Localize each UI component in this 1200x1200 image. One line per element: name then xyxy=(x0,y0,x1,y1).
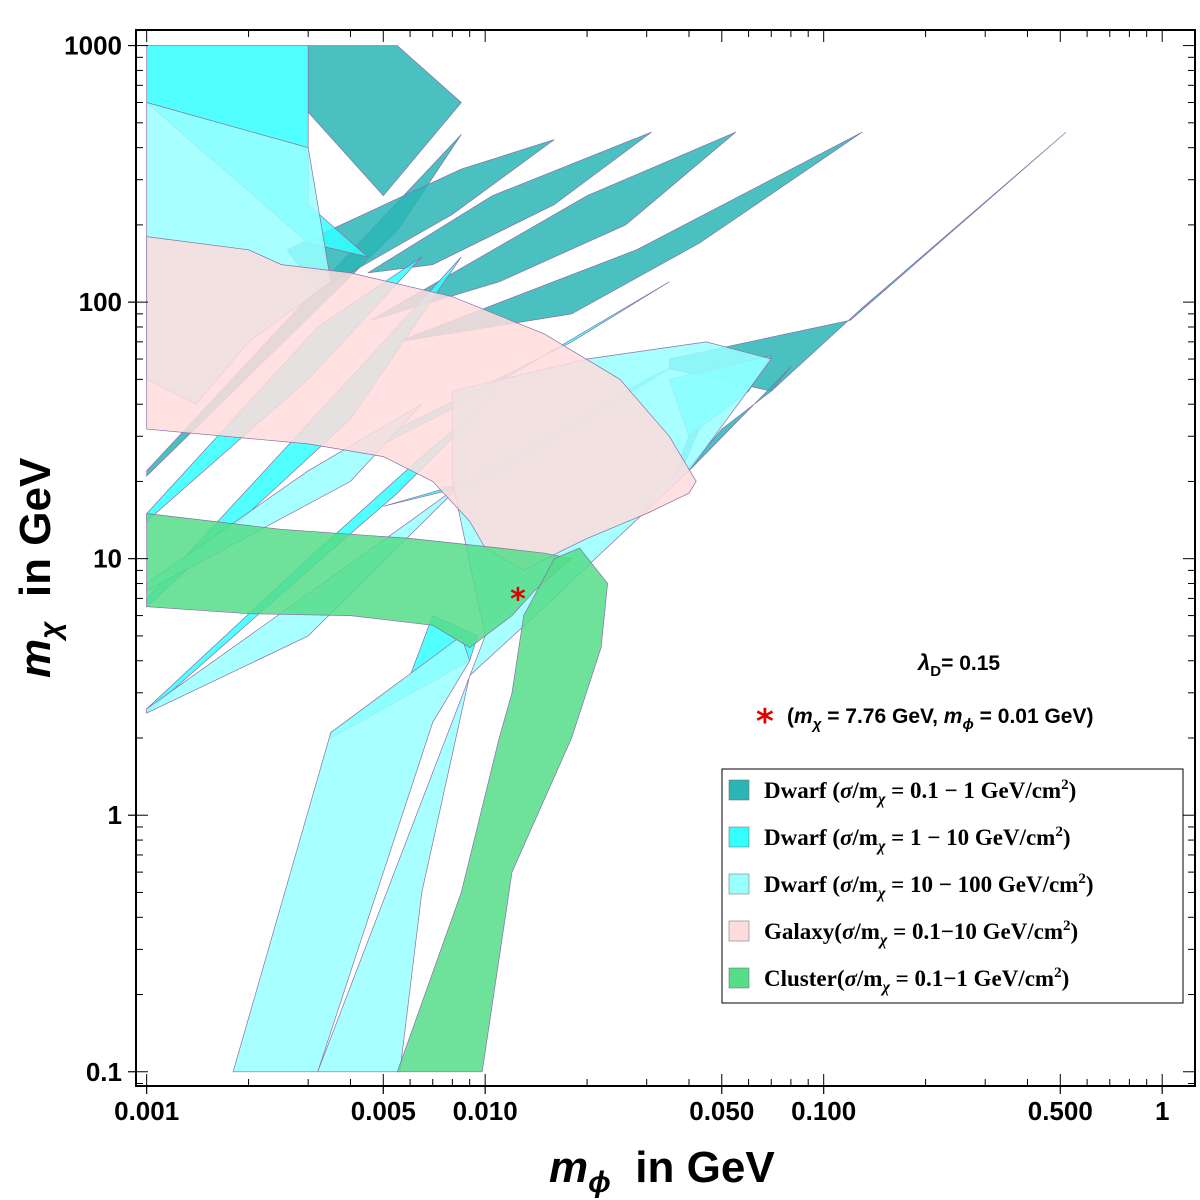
x-tick-label: 0.010 xyxy=(453,1096,518,1126)
region-dwarf-0.1-1-part-4 xyxy=(367,131,652,274)
x-axis-ticks: 0.001 0.005 0.010 0.050 0.100 0.500 1 xyxy=(114,1086,1169,1126)
legend-swatch xyxy=(728,873,750,895)
legend-item-galaxy: Galaxy(σ/mχ = 0.1−10 GeV/cm2) xyxy=(728,918,1078,949)
legend-item-dwarf-1-10: Dwarf (σ/mχ = 1 − 10 GeV/cm2) xyxy=(728,824,1071,855)
y-tick-label: 10 xyxy=(93,544,122,574)
x-tick-label: 0.100 xyxy=(791,1096,856,1126)
y-tick-label: 100 xyxy=(79,287,122,317)
legend-label: Dwarf (σ/mχ = 10 − 100 GeV/cm2) xyxy=(764,871,1094,902)
region-galaxy-part-1 xyxy=(146,236,697,571)
lambda-annotation: λD= 0.15 xyxy=(917,650,1000,680)
legend-item-dwarf-10-100: Dwarf (σ/mχ = 10 − 100 GeV/cm2) xyxy=(728,871,1094,902)
legend-swatch xyxy=(728,920,750,942)
x-tick-label: 0.005 xyxy=(351,1096,416,1126)
region-dwarf-0.1-1-part-5 xyxy=(370,131,737,321)
y-tick-label: 0.1 xyxy=(86,1057,122,1087)
x-axis-title: mϕ in GeV xyxy=(549,1143,775,1199)
region-cluster-part-2 xyxy=(396,547,608,1073)
y-axis-title: mχ in GeV xyxy=(11,457,67,678)
legend-swatch xyxy=(728,779,750,801)
star-point-annotation: (mχ = 7.76 GeV, mϕ = 0.01 GeV) xyxy=(787,705,1093,733)
region-cluster-part-1 xyxy=(146,513,573,649)
plot-frame xyxy=(135,29,1196,1087)
legend-label: Dwarf (σ/mχ = 0.1 − 1 GeV/cm2) xyxy=(764,777,1076,808)
y-tick-label: 1 xyxy=(108,800,122,830)
legend-swatch xyxy=(728,826,750,848)
region-dwarf-0.1-1-part-6 xyxy=(397,131,863,343)
star-point: * xyxy=(510,582,526,617)
legend-label: Cluster(σ/mχ = 0.1−1 GeV/cm2) xyxy=(764,965,1069,996)
legend-label: Dwarf (σ/mχ = 1 − 10 GeV/cm2) xyxy=(764,824,1071,855)
legend-item-dwarf-0.1-1: Dwarf (σ/mχ = 0.1 − 1 GeV/cm2) xyxy=(728,777,1076,808)
legend-label: Galaxy(σ/mχ = 0.1−10 GeV/cm2) xyxy=(764,918,1078,949)
x-tick-label: 1 xyxy=(1155,1096,1169,1126)
x-tick-label: 0.001 xyxy=(114,1096,179,1126)
y-axis-ticks: 0.1 1 10 100 1000 xyxy=(64,31,136,1087)
legend-swatch xyxy=(728,967,750,989)
x-tick-label: 0.050 xyxy=(689,1096,754,1126)
y-tick-label: 1000 xyxy=(64,31,122,61)
minor-ticks xyxy=(136,30,1195,1086)
legend: Dwarf (σ/mχ = 0.1 − 1 GeV/cm2) Dwarf (σ/m… xyxy=(721,768,1184,1004)
legend-item-cluster: Cluster(σ/mχ = 0.1−1 GeV/cm2) xyxy=(728,965,1069,996)
legend-frame xyxy=(721,768,1184,1004)
legend-items: Dwarf (σ/mχ = 0.1 − 1 GeV/cm2) Dwarf (σ/m… xyxy=(728,777,1094,996)
regions-layer xyxy=(146,45,1067,1073)
star-legend-glyph: * xyxy=(756,702,774,742)
star-marker: * xyxy=(510,582,526,617)
x-tick-label: 0.500 xyxy=(1028,1096,1093,1126)
